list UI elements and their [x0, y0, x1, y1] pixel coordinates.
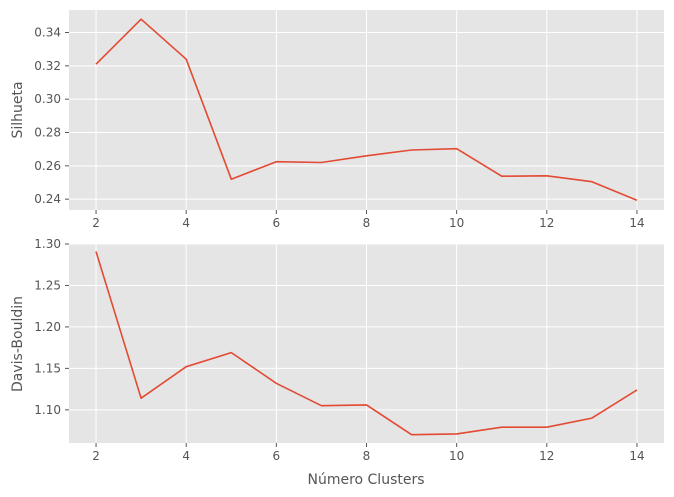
davis-bouldin-gridlines [69, 243, 664, 443]
davis-bouldin-x-ticks: 2 4 6 8 10 12 14 [92, 443, 645, 463]
silhueta-y-tick-label: 0.30 [34, 92, 61, 106]
x-axis-label: Número Clusters [307, 472, 424, 488]
silhueta-gridlines [69, 10, 664, 210]
davis-bouldin-chart: 2 4 6 8 10 12 14 1.10 1.15 1.20 1.25 1.30 Davis-Bo… [10, 237, 664, 488]
davis-bouldin-y-tick-label: 1.20 [34, 320, 61, 334]
silhueta-x-tick-label: 12 [539, 216, 554, 230]
silhueta-y-ticks: 0.24 0.26 0.28 0.30 0.32 0.34 [34, 26, 69, 206]
silhueta-x-tick-label: 4 [182, 216, 190, 230]
davis-bouldin-series-line [95, 251, 638, 436]
davis-bouldin-y-tick-label: 1.25 [34, 278, 61, 292]
silhueta-y-axis-label: Silhueta [10, 81, 26, 138]
silhueta-x-tick-label: 6 [273, 216, 281, 230]
silhueta-y-tick-label: 0.28 [34, 126, 61, 140]
silhueta-chart: 2 4 6 8 10 12 14 0.24 0.26 0.28 0.30 0.32 0.34 Silh… [10, 10, 664, 230]
silhueta-x-tick-label: 10 [449, 216, 464, 230]
davis-bouldin-x-tick-label: 14 [629, 449, 644, 463]
davis-bouldin-x-tick-label: 6 [273, 449, 281, 463]
silhueta-x-ticks: 2 4 6 8 10 12 14 [92, 210, 645, 230]
silhueta-x-tick-label: 2 [92, 216, 100, 230]
davis-bouldin-y-tick-label: 1.10 [34, 403, 61, 417]
silhueta-y-tick-label: 0.32 [34, 59, 61, 73]
davis-bouldin-x-tick-label: 4 [182, 449, 190, 463]
silhueta-y-tick-label: 0.26 [34, 159, 61, 173]
silhueta-y-tick-label: 0.34 [34, 26, 61, 40]
silhueta-x-tick-label: 8 [363, 216, 371, 230]
silhueta-y-tick-label: 0.24 [34, 192, 61, 206]
davis-bouldin-y-ticks: 1.10 1.15 1.20 1.25 1.30 [34, 237, 69, 417]
davis-bouldin-y-axis-label: Davis-Bouldin [10, 296, 26, 392]
davis-bouldin-x-tick-label: 2 [92, 449, 100, 463]
davis-bouldin-x-tick-label: 10 [449, 449, 464, 463]
silhueta-x-tick-label: 14 [629, 216, 644, 230]
davis-bouldin-y-tick-label: 1.15 [34, 361, 61, 375]
davis-bouldin-y-tick-label: 1.30 [34, 237, 61, 251]
davis-bouldin-x-tick-label: 8 [363, 449, 371, 463]
davis-bouldin-x-tick-label: 12 [539, 449, 554, 463]
silhueta-series-line [95, 18, 638, 202]
